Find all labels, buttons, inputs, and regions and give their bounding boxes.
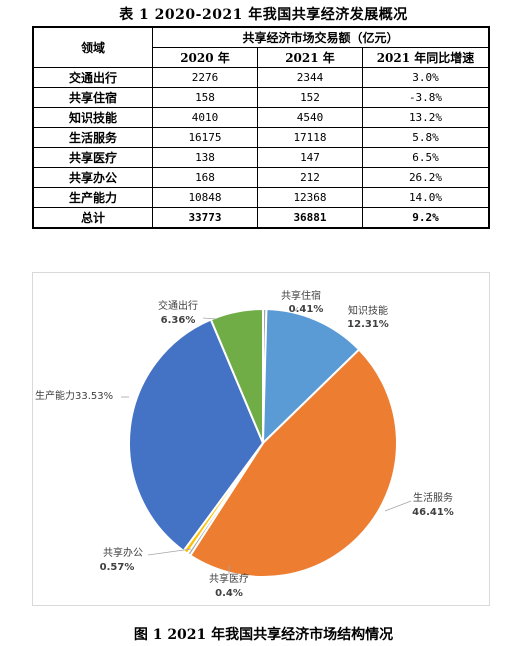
cell-2020: 138 — [152, 147, 258, 168]
cell-growth: 9.2% — [362, 207, 490, 229]
slice-label-pct: 0.57% — [100, 562, 135, 573]
slice-label-name: 知识技能 — [348, 304, 388, 317]
cell-growth: 5.8% — [362, 127, 490, 148]
cell-growth: 6.5% — [362, 147, 490, 168]
slice-label-name: 共享住宿 — [281, 289, 321, 302]
cell-domain: 共享住宿 — [32, 87, 153, 108]
cell-domain: 知识技能 — [32, 107, 153, 128]
cell-2021: 12368 — [257, 187, 363, 208]
figure-title: 图 1 2021 年我国共享经济市场结构情况 — [133, 627, 394, 643]
header-2020: 2020 年 — [152, 47, 258, 68]
cell-domain: 生活服务 — [32, 127, 153, 148]
pie-slice-5 — [128, 318, 265, 553]
pie-chart: 共享住宿 0.41% 知识技能 12.31% 生活服务 46.41% 共享医疗 0.4% 共享办… — [32, 272, 490, 606]
cell-domain: 生产能力 — [32, 187, 153, 208]
table-row: 生产能力 10848 12368 14.0% — [32, 187, 490, 208]
data-table: 领域 共享经济市场交易额（亿元） 2020 年 2021 年 2021 年同比增… — [32, 26, 490, 229]
cell-2020: 33773 — [152, 207, 258, 229]
slice-label-name: 生活服务 — [413, 491, 453, 504]
cell-2021: 152 — [257, 87, 363, 108]
header-2021: 2021 年 — [257, 47, 363, 68]
header-domain: 领域 — [32, 26, 153, 68]
leader-line — [384, 500, 412, 512]
table-row-total: 总计 33773 36881 9.2% — [32, 207, 490, 229]
cell-growth: 3.0% — [362, 67, 490, 88]
table-row: 知识技能 4010 4540 13.2% — [32, 107, 490, 128]
cell-domain: 共享医疗 — [32, 147, 153, 168]
cell-growth: 13.2% — [362, 107, 490, 128]
cell-2021: 2344 — [257, 67, 363, 88]
table-row: 共享医疗 138 147 6.5% — [32, 147, 490, 168]
header-growth: 2021 年同比增速 — [362, 47, 490, 68]
cell-2021: 147 — [257, 147, 363, 168]
cell-2021: 212 — [257, 167, 363, 188]
table-title: 表 1 2020-2021 年我国共享经济发展概况 — [119, 7, 408, 23]
slice-label-pct: 12.31% — [347, 319, 389, 330]
cell-2020: 16175 — [152, 127, 258, 148]
table-row: 交通出行 2276 2344 3.0% — [32, 67, 490, 88]
cell-growth: 14.0% — [362, 187, 490, 208]
slice-label-pct: 46.41% — [412, 507, 454, 518]
table-body: 交通出行 2276 2344 3.0% 共享住宿 158 152 -3.8% 知识技能 4010 4… — [32, 67, 490, 229]
slice-label-name: 交通出行 — [158, 299, 198, 312]
slice-label-pct: 0.4% — [215, 588, 243, 599]
cell-2021: 4540 — [257, 107, 363, 128]
leader-line — [294, 306, 299, 312]
slice-label-pct: 0.41% — [289, 304, 324, 315]
cell-domain: 总计 — [32, 207, 153, 229]
cell-2021: 17118 — [257, 127, 363, 148]
cell-2020: 2276 — [152, 67, 258, 88]
cell-growth: 26.2% — [362, 167, 490, 188]
pie-chart-svg: 共享住宿 0.41% 知识技能 12.31% 生活服务 46.41% 共享医疗 0.4% 共享办… — [35, 289, 454, 599]
cell-2020: 4010 — [152, 107, 258, 128]
cell-domain: 交通出行 — [32, 67, 153, 88]
slice-label-name: 共享办公 — [103, 546, 143, 559]
table-row: 共享住宿 158 152 -3.8% — [32, 87, 490, 108]
pie-slice-1 — [261, 308, 361, 446]
slice-label-name: 生产能力33.53% — [35, 389, 113, 402]
pie-slice-6 — [209, 307, 264, 444]
slice-label-name: 共享医疗 — [209, 572, 249, 585]
pie-slice-2 — [188, 348, 398, 578]
leader-line — [202, 317, 218, 320]
table-row: 共享办公 168 212 26.2% — [32, 167, 490, 188]
table-row: 生活服务 16175 17118 5.8% — [32, 127, 490, 148]
cell-2021: 36881 — [257, 207, 363, 229]
header-group: 共享经济市场交易额（亿元） — [152, 26, 490, 48]
slice-label-pct: 6.36% — [161, 315, 196, 326]
cell-growth: -3.8% — [362, 87, 490, 108]
cell-domain: 共享办公 — [32, 167, 153, 188]
leader-line — [147, 548, 192, 556]
cell-2020: 168 — [152, 167, 258, 188]
cell-2020: 10848 — [152, 187, 258, 208]
cell-2020: 158 — [152, 87, 258, 108]
